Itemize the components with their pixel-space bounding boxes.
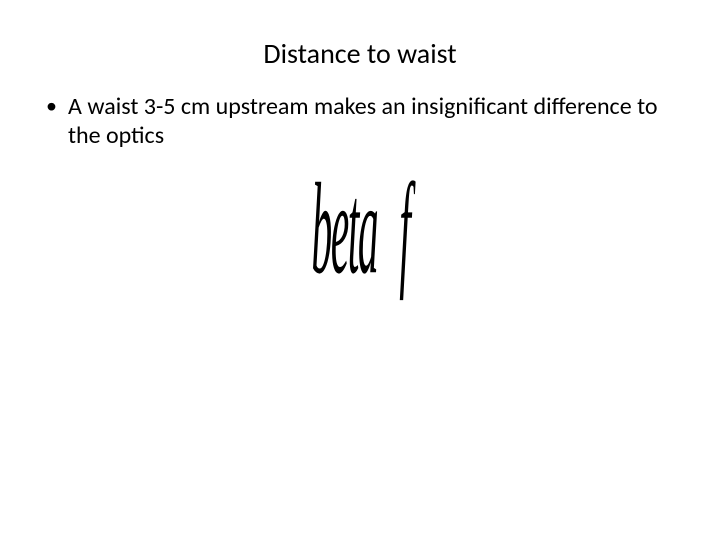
formula-text: betaf (311, 165, 409, 296)
formula-part-f: f (399, 157, 409, 301)
slide-container: Distance to waist A waist 3-5 cm upstrea… (0, 0, 720, 540)
formula-part-beta: beta (311, 157, 377, 301)
bullet-item-1: A waist 3-5 cm upstream makes an insigni… (46, 93, 684, 151)
bullet-list: A waist 3-5 cm upstream makes an insigni… (36, 93, 684, 151)
formula-container: betaf (36, 165, 684, 255)
slide-title: Distance to waist (36, 36, 684, 71)
